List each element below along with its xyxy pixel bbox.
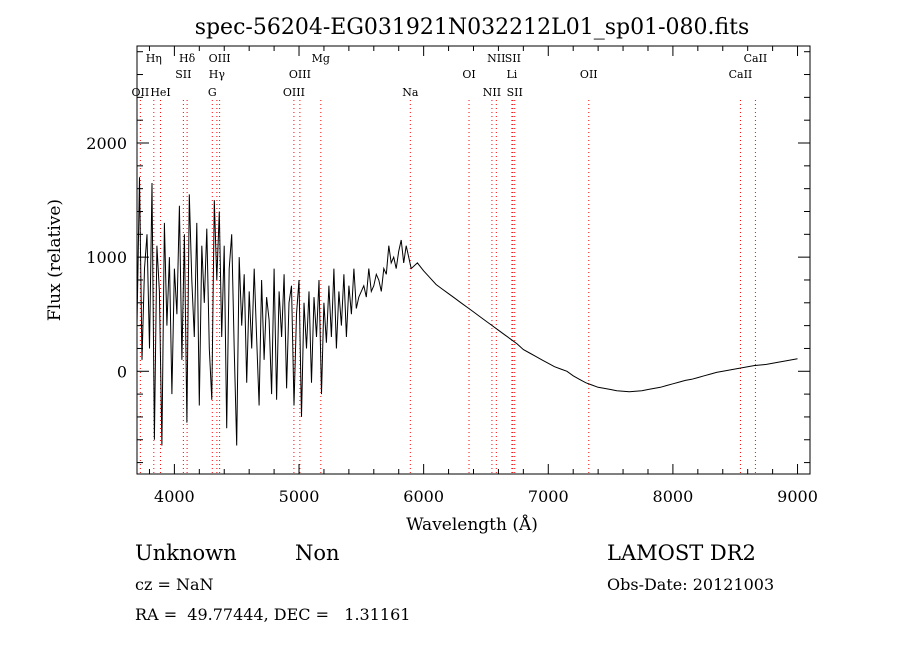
chart-title: spec-56204-EG031921N032212L01_sp01-080.f… bbox=[195, 15, 750, 40]
line-marker-label: OII bbox=[132, 86, 150, 99]
line-marker-label: Hγ bbox=[209, 68, 226, 81]
line-marker-label: NII bbox=[487, 52, 505, 65]
plot-frame bbox=[136, 45, 811, 475]
line-marker-label: Hη bbox=[146, 52, 162, 65]
line-marker-label: Na bbox=[402, 86, 419, 99]
redshift-text: cz = NaN bbox=[135, 575, 214, 594]
x-tick-label: 6000 bbox=[403, 487, 444, 506]
x-axis-ticks: 4000 5000 6000 7000 8000 9000 bbox=[148, 46, 818, 506]
line-marker-label: SII bbox=[507, 86, 523, 99]
x-tick-label: 9000 bbox=[777, 487, 818, 506]
survey-label: LAMOST DR2 bbox=[607, 541, 756, 565]
line-marker-label: HeI bbox=[150, 86, 170, 99]
line-marker-label: G bbox=[208, 86, 217, 99]
line-marker-label: Li bbox=[506, 68, 517, 81]
line-marker-label: CaII bbox=[729, 68, 753, 81]
x-tick-label: 4000 bbox=[154, 487, 195, 506]
y-tick-label: 0 bbox=[117, 362, 127, 381]
line-marker-label: CaII bbox=[744, 52, 768, 65]
y-axis-label: Flux (relative) bbox=[45, 199, 65, 321]
y-tick-label: 2000 bbox=[86, 134, 127, 153]
spectrum-line bbox=[136, 177, 798, 446]
line-marker-label: NII bbox=[483, 86, 501, 99]
line-marker-label: OII bbox=[580, 68, 598, 81]
spectral-class-label: Unknown bbox=[135, 541, 237, 565]
line-marker-label: OIII bbox=[209, 52, 231, 65]
line-marker-label: SII bbox=[505, 52, 521, 65]
line-marker-label: Mg bbox=[312, 52, 330, 65]
x-tick-label: 8000 bbox=[653, 487, 694, 506]
x-axis-label: Wavelength (Å) bbox=[406, 514, 538, 535]
y-axis-ticks: 0 1000 2000 bbox=[86, 51, 810, 464]
x-tick-label: 7000 bbox=[528, 487, 569, 506]
line-marker-label: OIII bbox=[283, 86, 305, 99]
y-tick-label: 1000 bbox=[86, 248, 127, 267]
spectral-subclass-label: Non bbox=[295, 541, 340, 565]
line-marker-label: OI bbox=[462, 68, 475, 81]
line-marker-label: Hδ bbox=[179, 52, 196, 65]
obs-date-text: Obs-Date: 20121003 bbox=[607, 575, 775, 594]
line-marker-label: SII bbox=[175, 68, 191, 81]
line-marker-label: OIII bbox=[289, 68, 311, 81]
coordinates-text: RA = 49.77444, DEC = 1.31161 bbox=[135, 605, 411, 624]
x-tick-label: 5000 bbox=[279, 487, 320, 506]
